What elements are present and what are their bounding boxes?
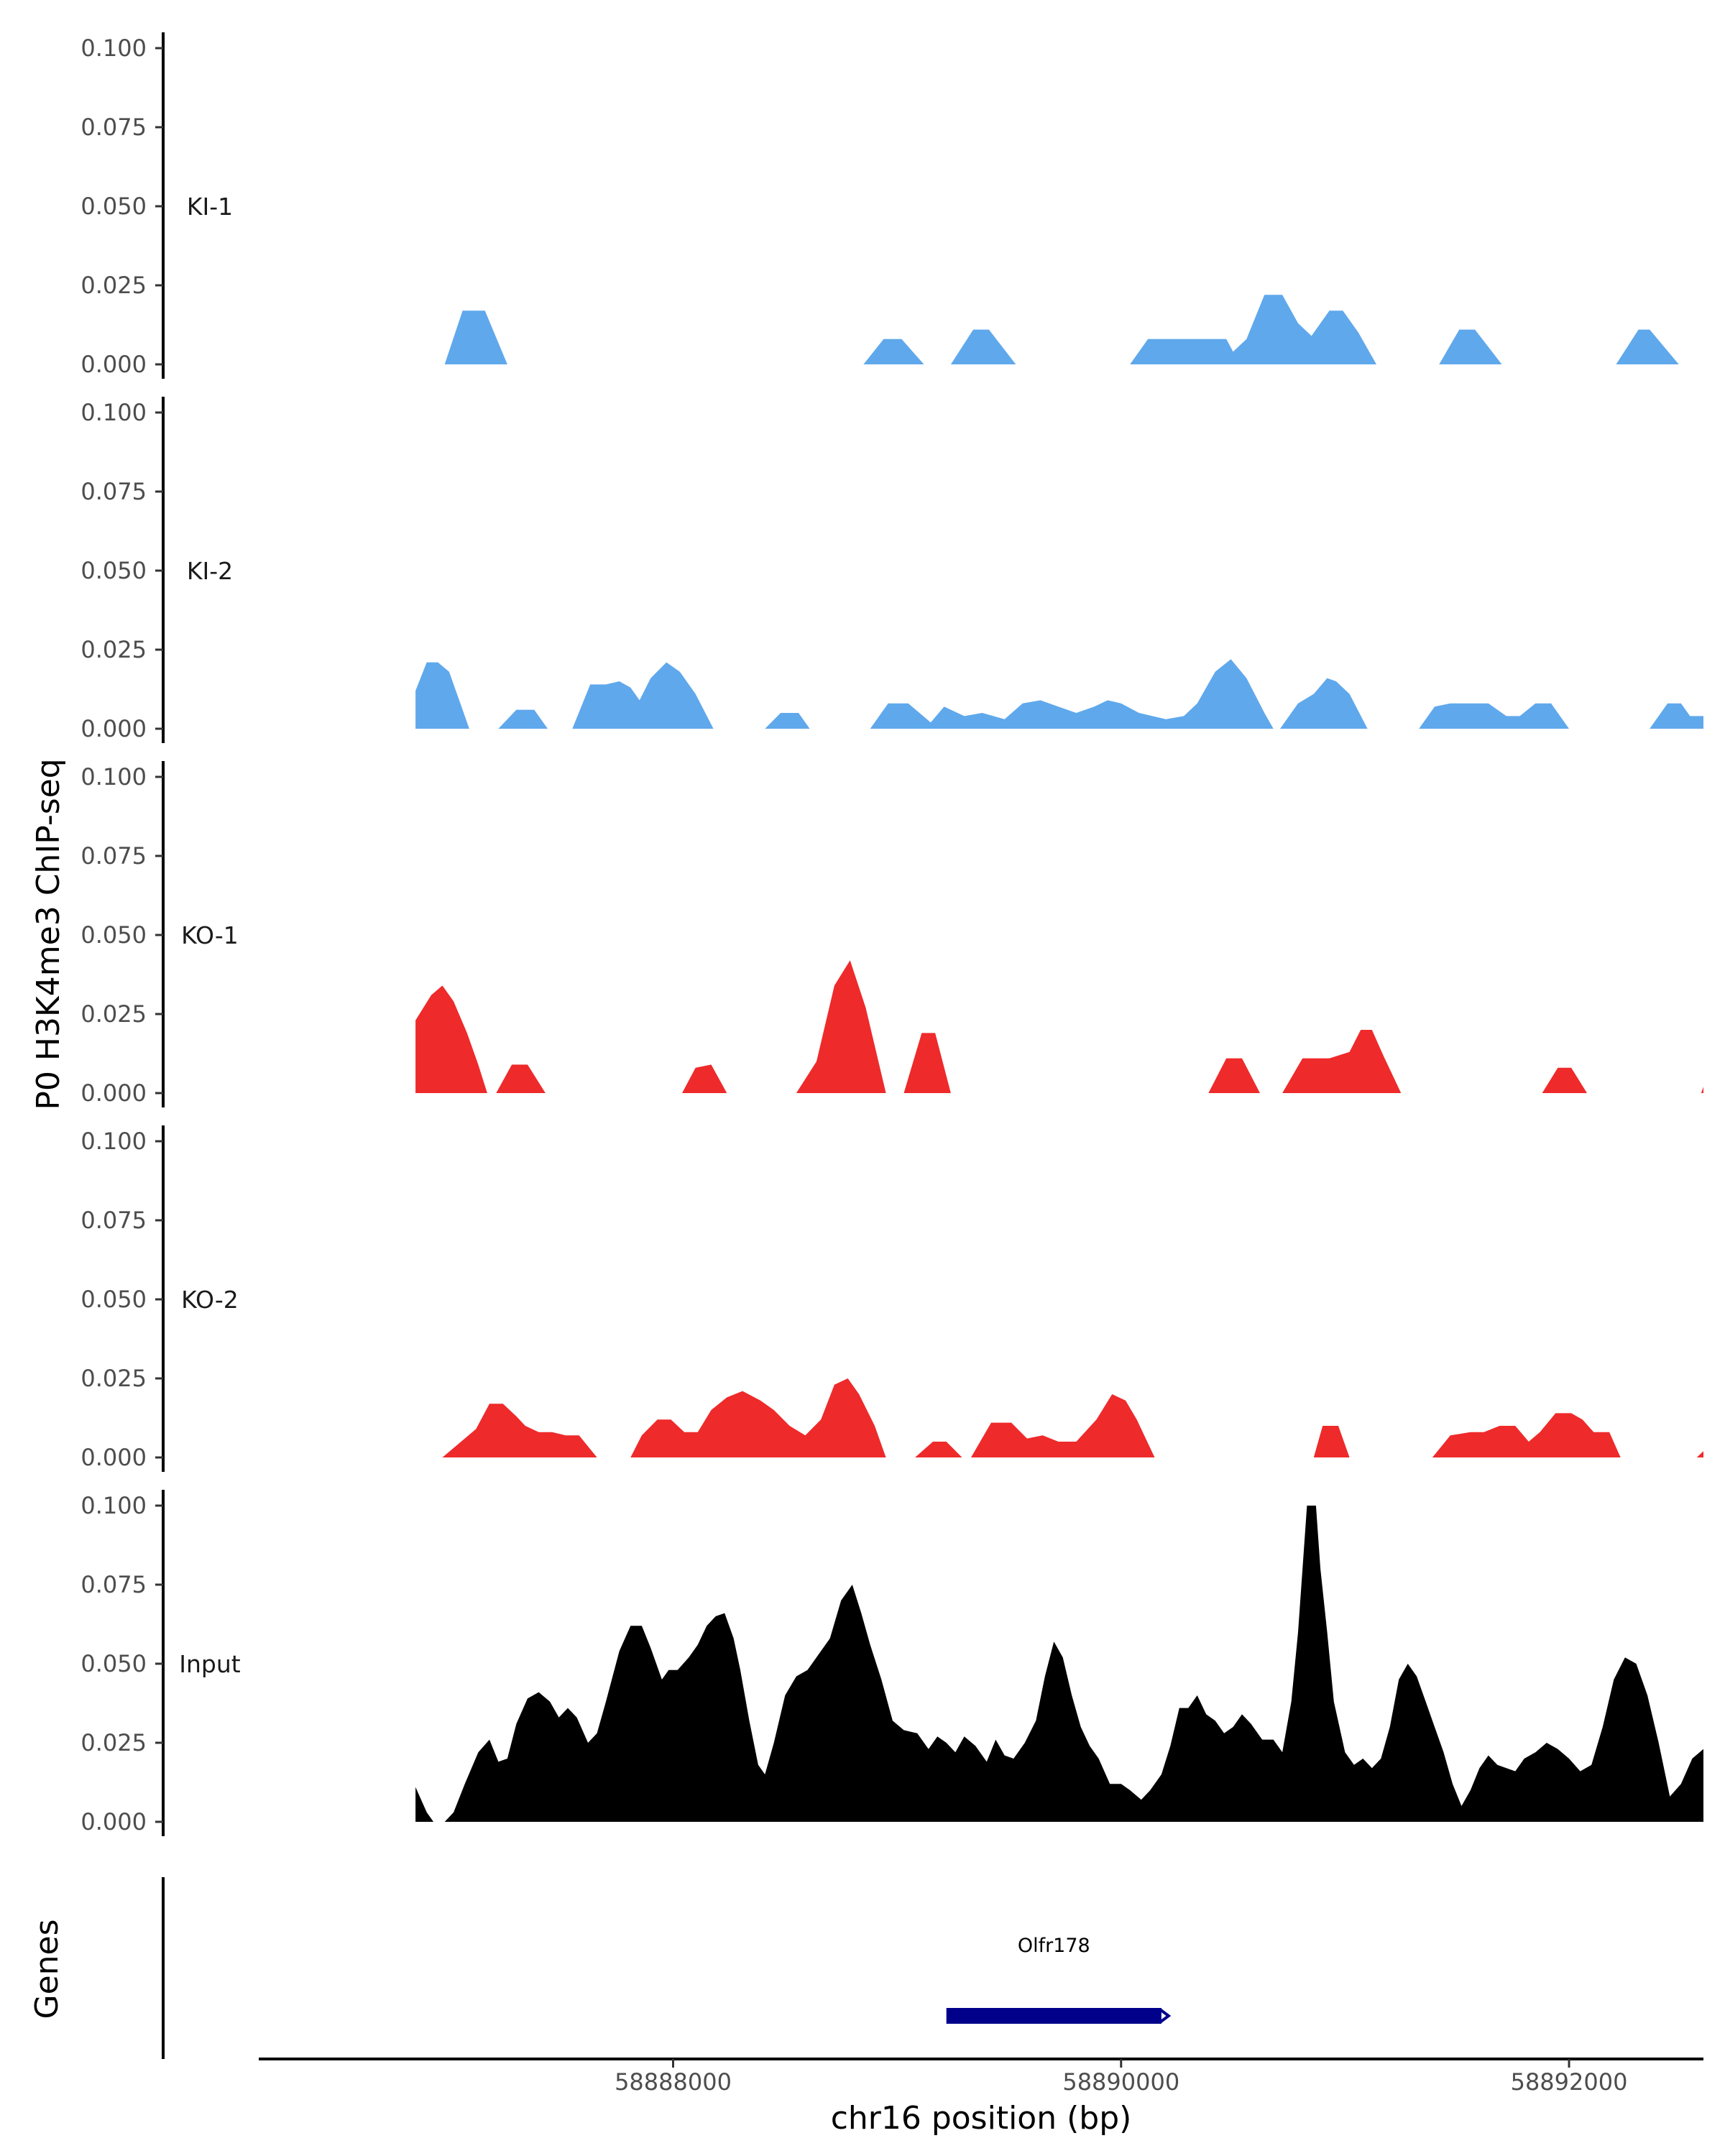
track-panels: 0.0000.0250.0500.0750.100KI-10.0000.0250… <box>80 32 1703 1836</box>
y-tick-label: 0.000 <box>80 351 147 378</box>
x-tick-label: 58888000 <box>615 2068 732 2096</box>
y-tick-label: 0.025 <box>80 1000 147 1028</box>
y-tick-label: 0.100 <box>80 763 147 791</box>
y-tick-label: 0.075 <box>80 842 147 870</box>
y-tick-label: 0.000 <box>80 1444 147 1471</box>
genes-track-label: Genes <box>29 1919 65 2019</box>
y-tick-label: 0.025 <box>80 1365 147 1392</box>
y-tick-label: 0.050 <box>80 557 147 584</box>
y-tick-label: 0.050 <box>80 1286 147 1313</box>
track-panel-ko-2: 0.000 0.025 0.050 0.075 0.100 KO-2 <box>80 1125 1703 1472</box>
y-tick-label: 0.050 <box>80 1650 147 1677</box>
y-tick-label: 0.100 <box>80 399 147 426</box>
y-tick-label: 0.100 <box>80 1492 147 1519</box>
y-tick-label: 0.075 <box>80 1207 147 1234</box>
genes-panel: Genes Olfr178 <box>29 1877 1172 2059</box>
coverage-area-input <box>415 1506 1703 1822</box>
y-tick-label: 0.000 <box>80 1808 147 1835</box>
gene-body <box>946 2008 1162 2024</box>
gene-name-label: Olfr178 <box>1018 1935 1090 1957</box>
coverage-area-ko-2 <box>442 1378 1703 1457</box>
y-tick-label: 0.025 <box>80 1729 147 1756</box>
y-tick-label: 0.050 <box>80 193 147 220</box>
gene-features: Olfr178 <box>946 1935 1172 2024</box>
x-axis-title: chr16 position (bp) <box>831 2100 1132 2137</box>
y-tick-label: 0.100 <box>80 34 147 62</box>
track-panel-input: 0.000 0.025 0.050 0.075 0.100 Input <box>80 1490 1703 1836</box>
y-tick-label: 0.075 <box>80 1571 147 1598</box>
x-tick-label: 58890000 <box>1062 2068 1179 2096</box>
y-tick-label: 0.025 <box>80 272 147 299</box>
y-axis-title: P0 H3K4me3 ChIP-seq <box>30 758 67 1110</box>
coverage-area-ko-1 <box>415 960 1703 1093</box>
coverage-area-ki-2 <box>415 659 1703 729</box>
y-tick-label: 0.025 <box>80 636 147 663</box>
track-label: KI-1 <box>187 193 233 221</box>
y-tick-label: 0.075 <box>80 478 147 505</box>
track-label: KO-1 <box>181 921 239 949</box>
y-tick-label: 0.000 <box>80 1079 147 1107</box>
y-tick-label: 0.075 <box>80 114 147 141</box>
track-label: Input <box>179 1650 241 1678</box>
track-label: KO-2 <box>181 1286 239 1314</box>
track-label: KI-2 <box>187 557 233 585</box>
coverage-area-ki-1 <box>444 295 1679 364</box>
x-axis: 58888000 58890000 58892000 <box>259 2058 1703 2096</box>
track-panel-ki-2: 0.000 0.025 0.050 0.075 0.100 KI-2 <box>80 397 1703 743</box>
track-panel-ki-1: 0.000 0.025 0.050 0.075 0.100 KI-1 <box>80 32 1679 379</box>
y-tick-label: 0.100 <box>80 1128 147 1155</box>
y-tick-label: 0.050 <box>80 921 147 949</box>
strand-arrow-icon <box>1159 2008 1172 2024</box>
y-tick-label: 0.000 <box>80 715 147 742</box>
track-panel-ko-1: 0.000 0.025 0.050 0.075 0.100 KO-1 <box>80 761 1703 1107</box>
x-tick-label: 58892000 <box>1511 2068 1628 2096</box>
